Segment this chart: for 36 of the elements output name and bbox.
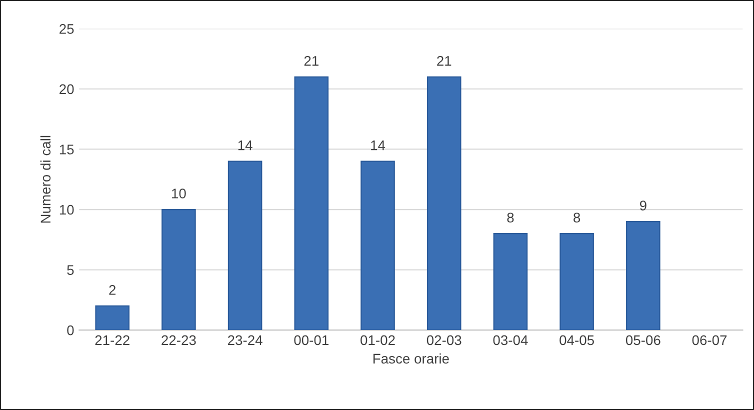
y-tick-label: 5 [67,265,74,275]
x-tick-label: 01-02 [360,335,395,346]
x-tick-label: 00-01 [294,335,328,346]
x-tick-label: 02-03 [426,335,462,346]
x-tick-label: 05-06 [626,335,660,346]
data-label: 21 [304,56,318,66]
data-label: 21 [437,56,452,66]
x-tick-label: 04-05 [560,335,594,346]
bar [162,208,196,330]
x-tick-label: 21-22 [95,335,130,345]
data-label: 8 [574,212,580,223]
bar [294,76,329,330]
y-tick-label: 15 [60,144,74,154]
data-label: 14 [371,140,386,150]
x-tick-label: 23-24 [228,335,262,346]
data-label: 2 [109,285,116,295]
data-label: 9 [640,200,646,210]
bar [560,233,594,330]
y-tick-label: 25 [60,24,74,34]
bar [426,76,462,330]
y-tick-label: 20 [60,84,74,94]
bar [626,221,660,330]
x-axis-title: Fasce orarie [373,353,449,364]
data-label: 8 [507,212,514,223]
bar [360,160,395,330]
bar [493,233,528,330]
bar [228,160,262,330]
data-label: 10 [172,188,186,198]
bar [95,305,130,330]
data-label: 14 [238,140,252,150]
x-tick-label: 06-07 [692,335,727,346]
x-tick-label: 03-04 [493,335,528,346]
y-axis-title: Numero di call [40,136,51,223]
y-tick-label: 0 [67,325,74,336]
x-tick-label: 22-23 [162,335,196,346]
y-tick-label: 10 [60,204,74,215]
